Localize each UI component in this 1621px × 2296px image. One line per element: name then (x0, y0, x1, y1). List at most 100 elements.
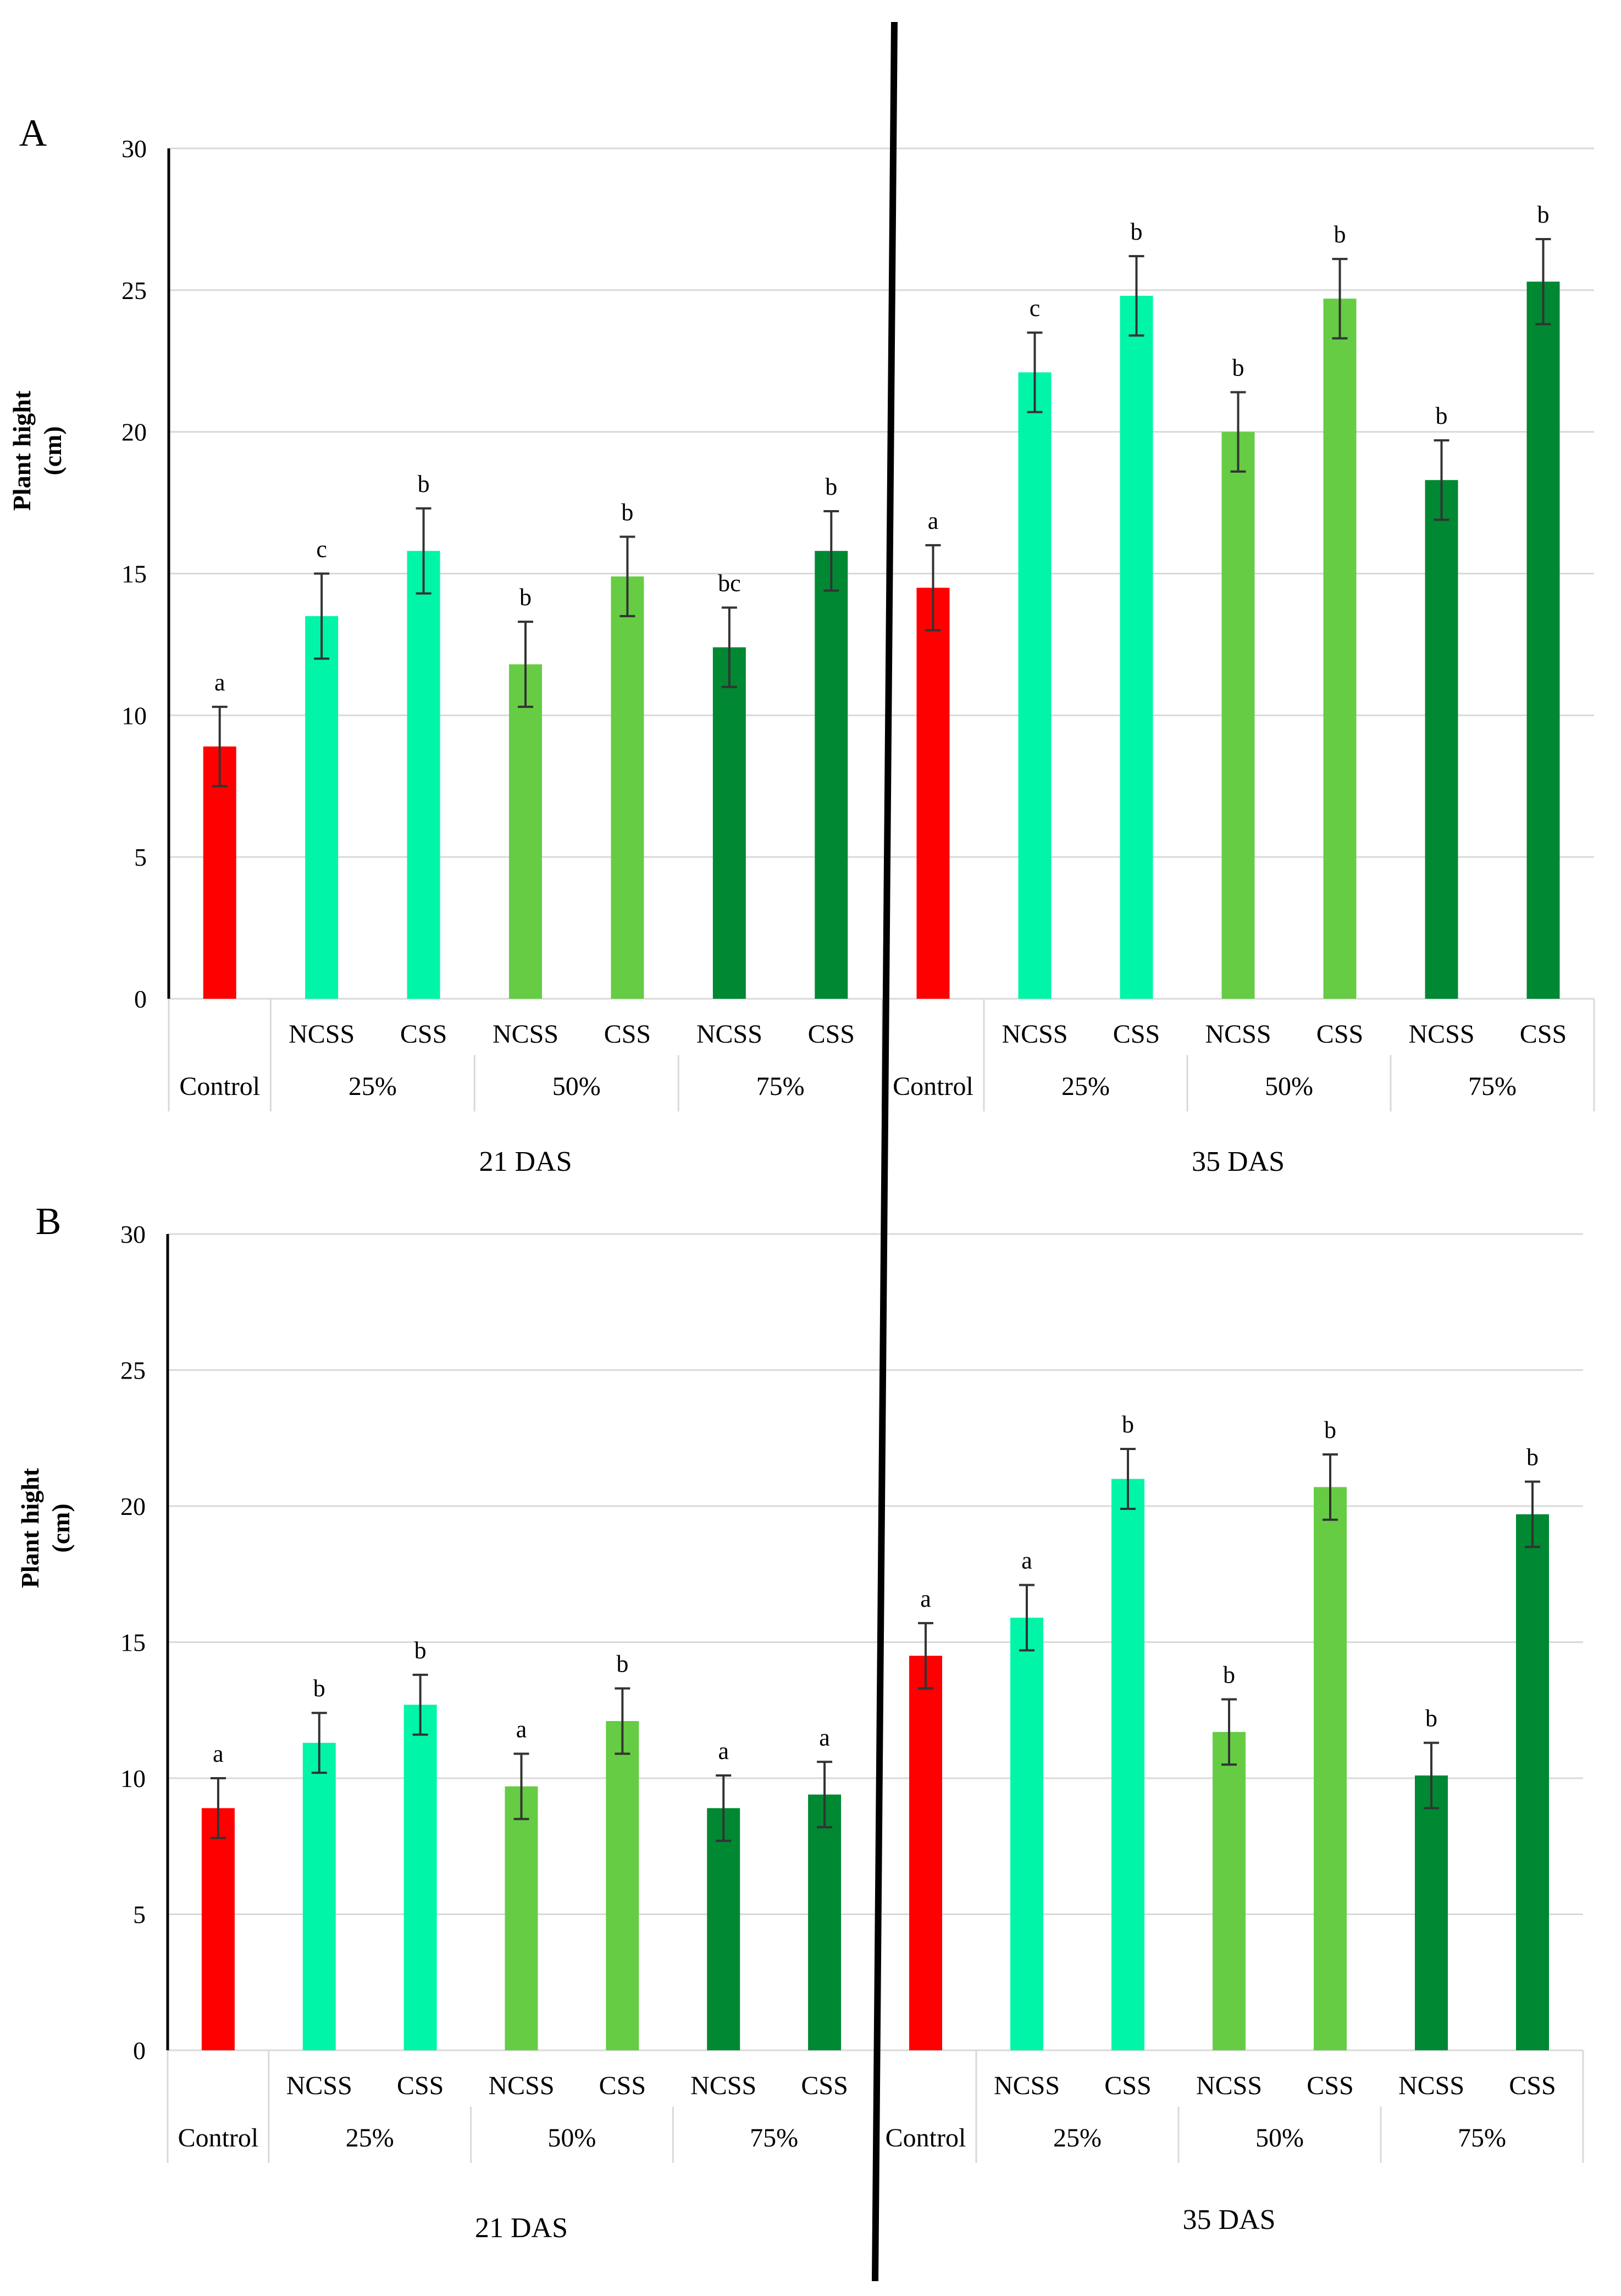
bar (1010, 1617, 1043, 2050)
significance-letter: a (819, 1724, 830, 1751)
bar (1425, 480, 1458, 999)
percent-label: 75% (1458, 2123, 1506, 2153)
group-title: 21 DAS (479, 1146, 572, 1177)
bar (1323, 298, 1357, 999)
bar (1120, 296, 1153, 999)
significance-letter: b (1334, 221, 1346, 248)
bar (505, 1786, 538, 2050)
panel-b: 0 5 10 15 20 25 30 B Plant hight (cm) a Control b NCS… (16, 1200, 1584, 2244)
significance-letter: a (718, 1738, 729, 1764)
category-label: CSS (1520, 1020, 1567, 1049)
bar (407, 551, 440, 999)
significance-letter: b (1131, 218, 1143, 245)
category-label: CSS (1316, 1020, 1363, 1049)
category-label: CSS (1307, 2071, 1353, 2100)
y-tick-label: 20 (121, 418, 147, 446)
bar (1415, 1775, 1448, 2050)
category-label: Control (178, 2123, 259, 2153)
category-label: NCSS (286, 2071, 352, 2100)
bar (509, 664, 542, 999)
panel-label: B (36, 1200, 62, 1243)
y-tick-label: 10 (121, 701, 147, 729)
percent-label: 75% (750, 2123, 798, 2153)
bar (1526, 281, 1560, 999)
significance-letter: a (928, 507, 939, 534)
bar (305, 616, 339, 999)
significance-letter: b (616, 1651, 628, 1678)
percent-label: 50% (1265, 1072, 1313, 1101)
group-title: 35 DAS (1182, 2204, 1275, 2236)
y-tick-label: 5 (133, 1901, 146, 1929)
das-divider-line (872, 21, 898, 2282)
y-tick-label: 30 (120, 1220, 146, 1248)
category-label: NCSS (1205, 1020, 1271, 1049)
significance-letter: b (414, 1637, 427, 1664)
significance-letter: a (214, 669, 225, 696)
y-tick-label: 30 (121, 135, 147, 163)
category-label: NCSS (1002, 1020, 1067, 1049)
bar (403, 1705, 437, 2050)
category-label: NCSS (289, 1020, 355, 1049)
bar (606, 1721, 639, 2050)
bar (203, 746, 236, 999)
percent-label: 50% (547, 2123, 596, 2153)
significance-letter: bc (718, 569, 741, 596)
category-label: NCSS (1398, 2071, 1464, 2100)
y-axis-label-line2: (cm) (38, 426, 67, 475)
category-label: Control (886, 2123, 966, 2153)
significance-letter: b (313, 1675, 325, 1702)
bar (611, 576, 644, 999)
percent-label: 25% (1053, 2123, 1102, 2153)
percent-label: 50% (1255, 2123, 1304, 2153)
category-label: NCSS (690, 2071, 756, 2100)
y-axis-label-line2: (cm) (47, 1503, 75, 1552)
significance-letter: b (418, 471, 430, 497)
bar (1111, 1479, 1144, 2050)
significance-letter: c (1030, 295, 1041, 322)
significance-letter: a (920, 1585, 931, 1612)
significance-letter: a (213, 1740, 224, 1767)
significance-letter: a (1021, 1547, 1032, 1574)
bar (1314, 1487, 1347, 2050)
y-tick-label: 10 (120, 1764, 146, 1792)
y-tick-label: 0 (134, 985, 147, 1013)
category-label: CSS (599, 2071, 646, 2100)
category-label: NCSS (1196, 2071, 1262, 2100)
significance-letter: b (1425, 1705, 1437, 1732)
bar (1516, 1514, 1549, 2050)
y-tick-label: 25 (121, 276, 147, 305)
category-label: CSS (397, 2071, 444, 2100)
category-label: CSS (604, 1020, 651, 1049)
group-title: 35 DAS (1192, 1146, 1285, 1177)
bar (712, 647, 746, 999)
category-label: CSS (1113, 1020, 1160, 1049)
bar (909, 1656, 942, 2050)
group-title: 21 DAS (475, 2212, 568, 2244)
bar (815, 551, 848, 999)
category-label: Control (893, 1072, 973, 1101)
y-tick-label: 15 (120, 1629, 146, 1657)
significance-letter: c (316, 536, 327, 563)
category-label: CSS (1509, 2071, 1556, 2100)
y-tick-label: 20 (120, 1492, 146, 1520)
bar (302, 1742, 336, 2050)
y-axis-label: Plant hight (cm) (16, 1468, 75, 1588)
significance-letter: b (1223, 1661, 1235, 1688)
y-tick-label: 25 (120, 1357, 146, 1385)
percent-label: 25% (348, 1072, 397, 1101)
category-label: NCSS (488, 2071, 554, 2100)
category-label: NCSS (493, 1020, 558, 1049)
category-label: Control (179, 1072, 260, 1101)
bar (808, 1794, 842, 2050)
significance-letter: b (825, 473, 837, 500)
category-label: CSS (801, 2071, 848, 2100)
bar (1221, 431, 1255, 999)
y-axis-label-line1: Plant hight (8, 390, 36, 511)
percent-label: 75% (1468, 1072, 1517, 1101)
bar (201, 1808, 235, 2050)
category-label: CSS (808, 1020, 855, 1049)
